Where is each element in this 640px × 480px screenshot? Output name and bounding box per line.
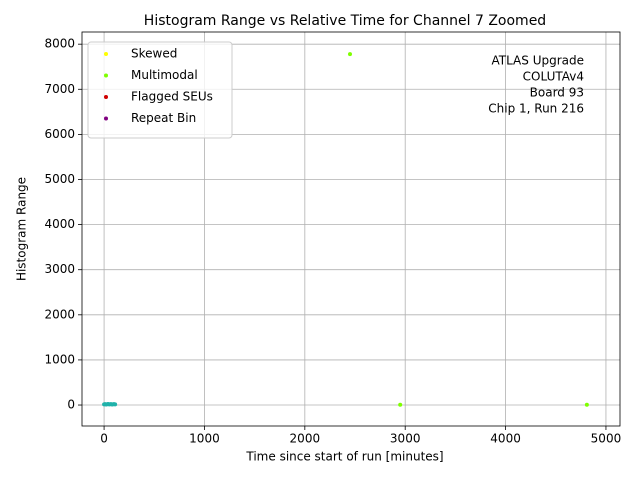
legend-label: Skewed [131,47,177,61]
chart-title: Histogram Range vs Relative Time for Cha… [144,13,546,29]
point [398,402,403,407]
y-tick-label: 8000 [44,37,75,51]
y-tick-label: 2000 [44,307,75,321]
annotation: Chip 1, Run 216 [488,102,584,116]
annotation: ATLAS Upgrade [491,54,584,68]
legend-marker [104,73,108,78]
legend-marker [104,116,108,121]
legend-marker [104,95,108,99]
y-tick-label: 4000 [44,217,75,231]
x-tick-label: 4000 [490,432,521,446]
legend-label: Repeat Bin [131,111,196,125]
y-tick-label: 1000 [44,352,75,366]
plot-frame [81,31,621,427]
legend-label: Flagged SEUs [131,90,213,104]
legend-marker [104,52,108,56]
x-tick-label: 3000 [390,432,421,446]
point [347,52,352,57]
annotation: Board 93 [530,86,584,100]
annotation: COLUTAv4 [523,70,584,84]
y-tick-label: 0 [67,398,75,412]
y-tick-label: 7000 [44,82,75,96]
x-tick-label: 2000 [290,432,321,446]
point [113,402,118,407]
y-tick-label: 5000 [44,172,75,186]
x-tick-label: 0 [100,432,108,446]
legend-box [87,41,233,139]
x-axis-label: Time since start of run [minutes] [245,450,443,464]
y-tick-label: 6000 [44,127,75,141]
y-tick-label: 3000 [44,262,75,276]
point [584,402,589,407]
x-tick-label: 5000 [591,432,622,446]
y-axis-label: Histogram Range [15,177,29,281]
x-tick-label: 1000 [189,432,220,446]
legend-label: Multimodal [131,68,198,82]
